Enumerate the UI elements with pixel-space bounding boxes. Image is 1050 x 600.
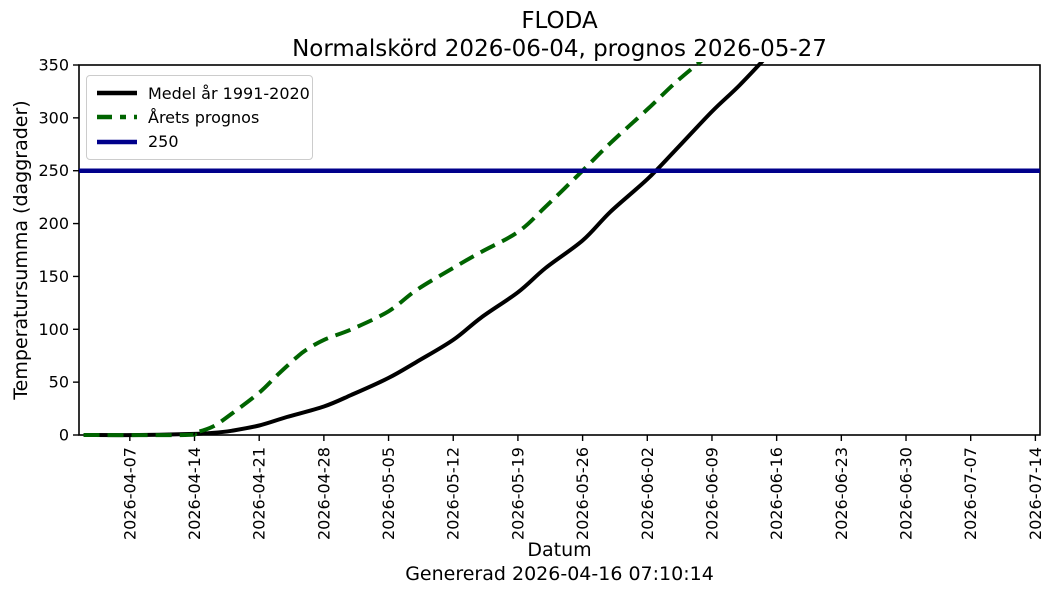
x-tick-label: 2026-07-14	[1026, 447, 1045, 540]
y-tick-label: 350	[38, 56, 69, 75]
y-tick-label: 0	[59, 426, 69, 445]
y-tick-label: 150	[38, 267, 69, 286]
x-tick-label: 2026-04-21	[250, 447, 269, 540]
legend-item-prognosis: Årets prognos	[96, 108, 303, 127]
x-tick-label: 2026-06-30	[897, 447, 916, 540]
legend-label-prognosis: Årets prognos	[148, 107, 260, 127]
x-axis-label: Datum	[527, 539, 592, 561]
y-tick-label: 250	[38, 161, 69, 180]
y-tick-label: 100	[38, 320, 69, 339]
mean-line-sample	[97, 90, 137, 96]
x-tick-label: 2026-04-07	[120, 447, 139, 540]
legend: Medel år 1991-2020 Årets prognos 250	[86, 75, 313, 160]
prognosis-line-sample	[97, 115, 137, 120]
y-tick-label: 50	[49, 373, 69, 392]
prognosis-curve	[83, 62, 704, 438]
chart-title: FLODA	[521, 8, 598, 34]
legend-item-mean: Medel år 1991-2020	[96, 84, 310, 103]
legend-item-threshold: 250	[96, 132, 303, 151]
x-tick-label: 2026-06-09	[702, 447, 721, 540]
y-tick-label: 200	[38, 214, 69, 233]
x-tick-label: 2026-04-14	[185, 447, 204, 540]
threshold-line-sample	[97, 139, 137, 145]
legend-label-mean: Medel år 1991-2020	[148, 83, 310, 103]
chart-subtitle: Normalskörd 2026-06-04, prognos 2026-05-…	[292, 36, 827, 62]
x-tick-label: 2026-05-05	[379, 447, 398, 540]
x-tick-label: 2026-05-12	[444, 447, 463, 540]
x-tick-label: 2026-07-07	[961, 447, 980, 540]
x-tick-label: 2026-05-19	[508, 447, 527, 540]
legend-label-threshold: 250	[148, 132, 179, 152]
plot-border	[78, 64, 1041, 436]
x-tick-label: 2026-06-02	[638, 447, 657, 540]
x-tick-label: 2026-05-26	[573, 447, 592, 540]
generated-timestamp: Genererad 2026-04-16 07:10:14	[405, 563, 714, 585]
y-tick-label: 300	[38, 108, 69, 127]
y-axis-label: Temperatursumma (daggrader)	[10, 100, 32, 400]
mean-curve	[83, 62, 765, 438]
x-tick-label: 2026-06-23	[832, 447, 851, 540]
x-tick-label: 2026-04-28	[314, 447, 333, 540]
x-tick-label: 2026-06-16	[767, 447, 786, 540]
